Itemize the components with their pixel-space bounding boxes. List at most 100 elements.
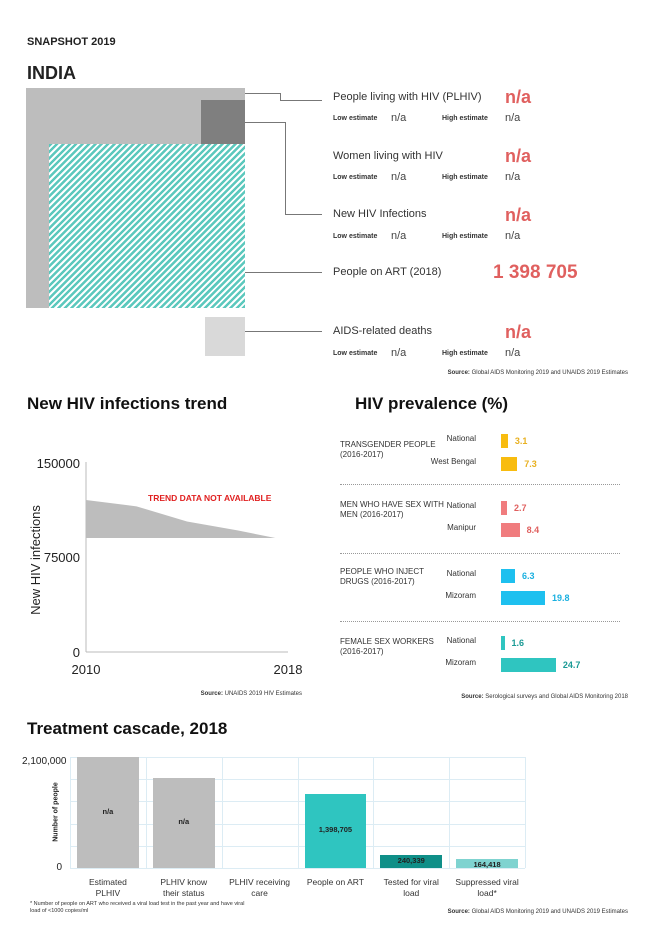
prevalence-bar [501,523,520,537]
bar-category-label: National [446,569,476,578]
y-tick-label: 150000 [37,456,80,471]
high-estimate-value: n/a [505,347,521,359]
stat-label: People living with HIV (PLHIV) [333,91,482,103]
cascade-source: Source: Global AIDS Monitoring 2019 and … [447,909,628,915]
prevalence-bar [501,636,505,650]
bar-value-label: 6.3 [521,571,535,581]
gridline [70,868,525,869]
prevalence-bar [501,591,545,605]
low-estimate-label: Low estimate [333,350,378,357]
category-label: PLHIV receiving care [229,877,291,898]
art-hatched-block [49,144,245,308]
category-label: Tested for viral load [383,877,439,898]
trend-source: Source: UNAIDS 2019 HIV Estimates [200,691,302,697]
stat-value: n/a [505,87,532,107]
x-tick-label: 2018 [274,662,303,677]
bar-category-label: West Bengal [430,457,476,466]
cascade-bar [304,794,367,868]
y-tick-label: 2,100,000 [22,756,67,767]
bar-value-label: 164,418 [473,860,501,870]
cascade-title: Treatment cascade, 2018 [27,719,228,738]
prevalence-title: HIV prevalence (%) [355,394,509,413]
bar-value-label: 1,398,705 [318,825,353,835]
bar-category-label: National [446,501,476,510]
prevalence-bar [501,457,518,471]
low-estimate-label: Low estimate [333,174,378,181]
bar-value-label: n/a [102,806,114,816]
cascade-footnote: * Number of people on ART who received a… [30,901,245,914]
high-estimate-value: n/a [505,112,521,124]
group-label: PEOPLE WHO INJECT DRUGS (2016-2017) [340,567,424,586]
low-estimate-label: Low estimate [333,233,378,240]
bar-value-label: 3.1 [514,436,528,446]
bar-category-label: Mizoram [445,658,476,667]
category-label: People on ART [306,877,364,887]
snapshot-label: SNAPSHOT 2019 [27,36,116,48]
country-title: INDIA [27,63,76,83]
gridline [70,757,71,868]
x-tick-label: 2010 [72,662,101,677]
bar-value-label: 8.4 [526,525,540,535]
bar-value-label: 1.6 [511,638,525,648]
stat-label: AIDS-related deaths [333,325,433,337]
high-estimate-value: n/a [505,171,521,183]
cascade-bar [77,757,139,868]
new-infections-block [201,100,245,144]
y-axis-label: Number of people [52,782,60,842]
cascade-bar [456,859,518,868]
bar-value-label: 24.7 [562,660,581,670]
gridline [373,757,375,868]
bar-category-label: National [446,636,476,645]
prevalence-bar [501,501,507,515]
y-axis-label: New HIV infections [28,505,43,615]
gridline [145,757,147,868]
gridline [449,757,451,868]
cascade-bar [380,855,443,868]
cascade-bar [152,778,215,868]
placeholder-area [86,500,283,538]
snapshot-source: Source: Global AIDS Monitoring 2019 and … [447,370,628,376]
stat-label: New HIV Infections [333,208,427,220]
deaths-block [205,317,245,356]
group-label: MEN WHO HAVE SEX WITH MEN (2016-2017) [340,500,444,519]
gridline [297,757,299,868]
group-label: TRANSGENDER PEOPLE (2016-2017) [340,440,436,459]
low-estimate-value: n/a [391,112,407,124]
category-label: PLHIV know their status [160,877,208,898]
bar-category-label: Manipur [447,523,476,532]
low-estimate-value: n/a [391,230,407,242]
y-tick-label: 75000 [44,550,80,565]
prevalence-bar [501,569,515,583]
gridline [221,757,223,868]
stat-label: Women living with HIV [333,150,443,162]
group-label: FEMALE SEX WORKERS (2016-2017) [340,637,434,656]
low-estimate-label: Low estimate [333,115,378,122]
stat-value: 1 398 705 [493,262,578,283]
gridline [525,757,526,868]
stat-value: n/a [505,322,532,342]
bar-value-label: 2.7 [513,503,527,513]
bar-category-label: Mizoram [445,591,476,600]
bar-category-label: National [446,434,476,443]
category-label: Suppressed viral load* [455,877,519,898]
category-label: Estimated PLHIV [89,877,127,898]
bar-value-label: 240,339 [397,856,425,866]
bar-value-label: 19.8 [551,593,570,603]
trend-not-available: TREND DATA NOT AVAILABLE [148,493,272,503]
y-tick-label: 0 [56,862,62,873]
y-tick-label: 0 [73,645,80,660]
high-estimate-label: High estimate [442,233,488,240]
high-estimate-value: n/a [505,230,521,242]
prevalence-bar [501,434,508,448]
trend-title: New HIV infections trend [27,394,228,413]
stat-value: n/a [505,146,532,166]
stat-value: n/a [505,205,532,225]
prevalence-bar [501,658,556,672]
stat-label: People on ART (2018) [333,266,442,278]
bar-value-label: 7.3 [524,459,537,469]
low-estimate-value: n/a [391,171,407,183]
trend-chart: 150000 75000 0 2010 2018 New HIV infecti… [28,456,303,677]
high-estimate-label: High estimate [442,115,488,122]
low-estimate-value: n/a [391,347,407,359]
high-estimate-label: High estimate [442,174,488,181]
